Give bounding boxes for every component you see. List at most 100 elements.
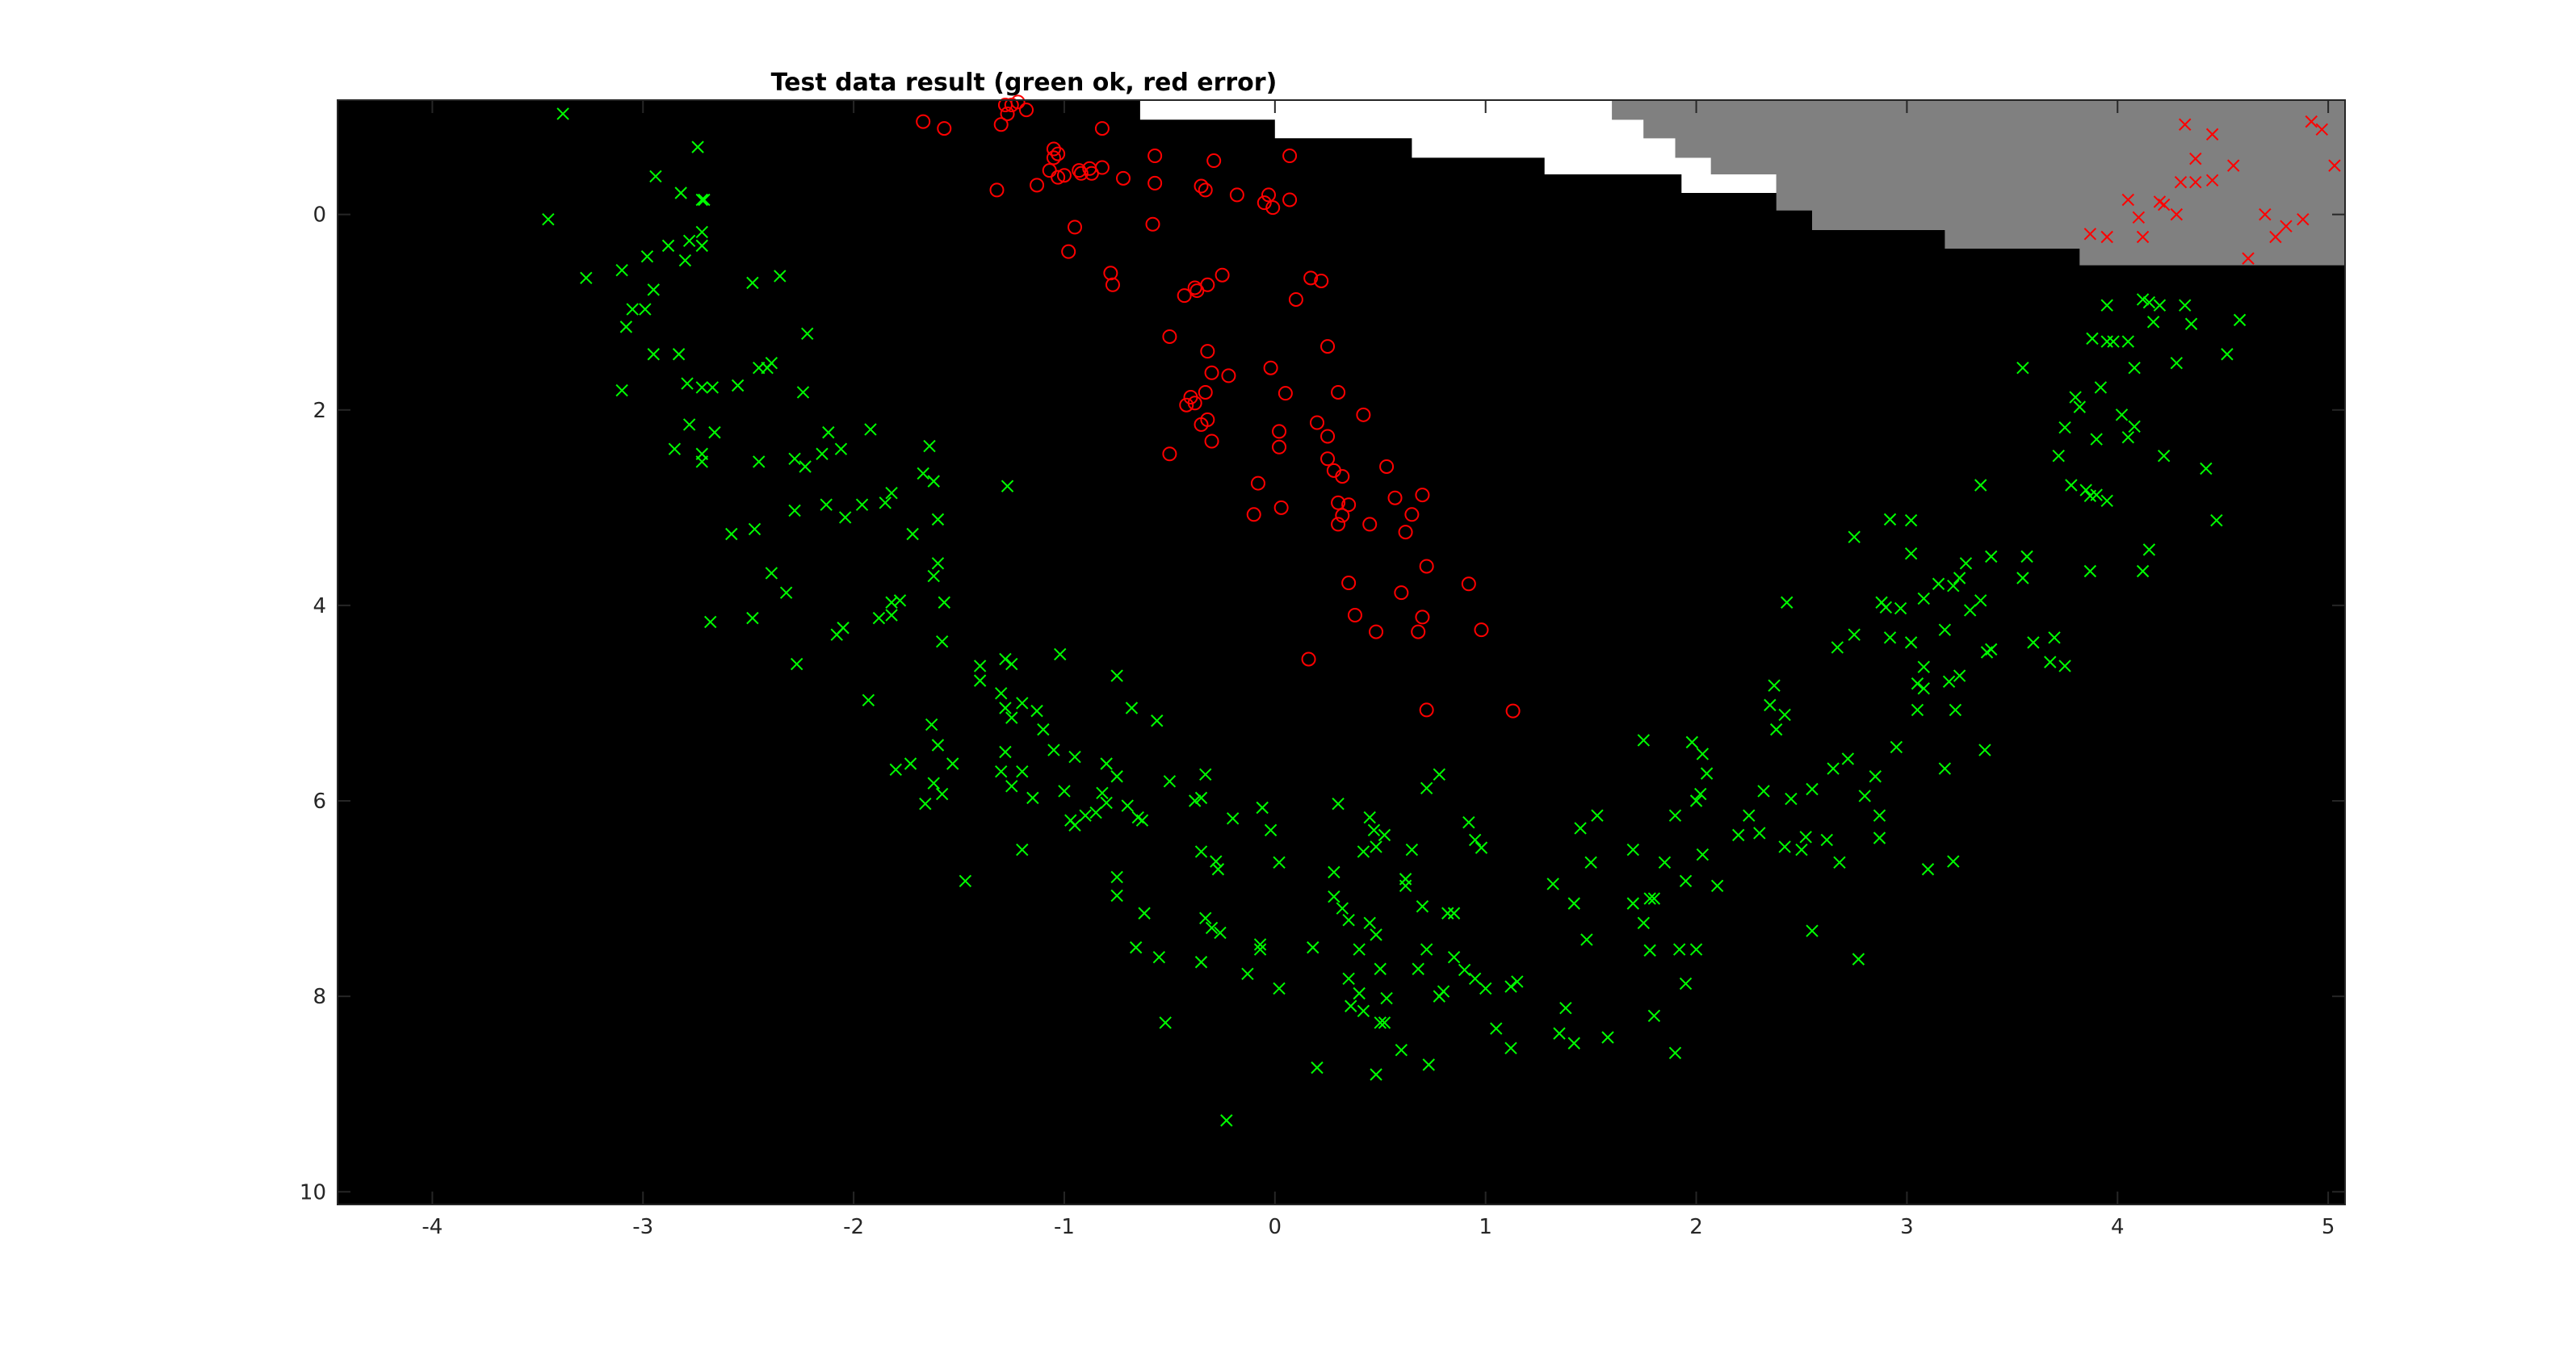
ok-point bbox=[1468, 833, 1482, 847]
error-point bbox=[2179, 118, 2192, 131]
ok-point bbox=[668, 442, 682, 455]
ok-point bbox=[885, 486, 898, 500]
ok-point bbox=[1753, 827, 1766, 840]
ok-point bbox=[1921, 863, 1935, 876]
ok-point bbox=[1827, 762, 1840, 775]
ok-point bbox=[1949, 703, 1962, 717]
x-tick-label: 5 bbox=[2322, 1215, 2335, 1239]
ok-point bbox=[904, 757, 917, 770]
ok-point bbox=[1395, 1044, 1408, 1057]
ok-point bbox=[2142, 295, 2156, 309]
error-point bbox=[1415, 488, 1430, 503]
ok-point bbox=[917, 467, 929, 480]
error-point bbox=[1411, 624, 1426, 639]
error-point bbox=[1073, 165, 1089, 181]
ok-point bbox=[1978, 744, 1991, 756]
ok-point bbox=[708, 425, 721, 439]
ok-point bbox=[2136, 564, 2150, 578]
ok-point bbox=[1447, 951, 1461, 964]
ok-point bbox=[1110, 889, 1123, 903]
error-point bbox=[1177, 288, 1192, 304]
ok-point bbox=[674, 186, 687, 199]
ok-point bbox=[2142, 543, 2156, 556]
ok-point bbox=[2048, 631, 2061, 644]
ok-point bbox=[1214, 926, 1227, 940]
ok-point bbox=[1591, 809, 1604, 822]
ok-point bbox=[1210, 855, 1223, 868]
ok-point bbox=[801, 327, 814, 341]
ok-point bbox=[661, 239, 675, 253]
ok-point bbox=[1420, 943, 1433, 956]
ok-point bbox=[1679, 977, 1693, 991]
axes-box bbox=[337, 99, 2346, 1205]
error-point bbox=[1204, 434, 1219, 449]
ok-point bbox=[1342, 914, 1355, 927]
ok-point bbox=[838, 511, 852, 524]
ok-point bbox=[1016, 843, 1029, 857]
ok-point bbox=[1001, 480, 1014, 492]
ok-point bbox=[1110, 870, 1123, 884]
ok-point bbox=[1647, 1009, 1661, 1023]
error-point bbox=[1000, 106, 1015, 121]
ok-point bbox=[682, 234, 696, 248]
ok-point bbox=[1370, 840, 1382, 853]
ok-point bbox=[2100, 335, 2113, 348]
error-point bbox=[2305, 115, 2318, 128]
error-point bbox=[916, 114, 931, 129]
ok-point bbox=[1883, 631, 1897, 644]
error-point bbox=[1273, 500, 1289, 515]
error-point bbox=[1394, 585, 1409, 601]
ok-point bbox=[765, 567, 778, 580]
ok-point bbox=[1732, 828, 1745, 842]
ok-point bbox=[1458, 963, 1471, 977]
error-point bbox=[1179, 397, 1194, 413]
ok-point bbox=[2184, 317, 2198, 330]
ok-point bbox=[1089, 806, 1102, 819]
error-point bbox=[1314, 273, 1329, 288]
ok-point bbox=[1647, 892, 1661, 905]
ok-point bbox=[1264, 823, 1278, 837]
ok-point bbox=[1947, 855, 1960, 868]
error-point bbox=[2170, 207, 2184, 221]
ok-point bbox=[615, 383, 628, 397]
ok-point bbox=[1475, 841, 1488, 854]
error-point bbox=[1263, 360, 1278, 375]
error-point bbox=[1046, 141, 1061, 157]
plot-background bbox=[338, 100, 2345, 1204]
error-point bbox=[2083, 228, 2097, 241]
ok-point bbox=[1890, 740, 1903, 754]
ok-point bbox=[919, 797, 932, 811]
error-point bbox=[1198, 182, 1213, 198]
ok-point bbox=[2020, 550, 2033, 563]
ok-point bbox=[1626, 843, 1639, 857]
error-point bbox=[1301, 651, 1316, 667]
ok-point bbox=[649, 170, 662, 183]
ok-point bbox=[1932, 577, 1945, 590]
ok-point bbox=[1953, 669, 1966, 682]
ok-point bbox=[872, 611, 886, 625]
ok-point bbox=[999, 702, 1012, 714]
ok-point bbox=[1422, 1058, 1435, 1071]
ok-point bbox=[1307, 941, 1319, 954]
ok-point bbox=[695, 381, 708, 394]
ok-point bbox=[2073, 400, 2087, 413]
ok-point bbox=[959, 874, 972, 887]
ok-point bbox=[879, 496, 892, 509]
ok-point bbox=[1904, 636, 1918, 649]
ok-point bbox=[1696, 748, 1710, 760]
ok-point bbox=[1504, 1041, 1517, 1055]
ok-point bbox=[923, 439, 936, 453]
ok-point bbox=[1068, 750, 1081, 764]
error-point bbox=[1282, 192, 1298, 207]
ok-point bbox=[1904, 513, 1918, 527]
ok-point bbox=[619, 320, 633, 333]
ok-point bbox=[748, 522, 761, 536]
ok-point bbox=[1226, 812, 1240, 825]
ok-point bbox=[1953, 572, 1966, 584]
ok-point bbox=[799, 460, 812, 473]
error-point bbox=[1094, 160, 1110, 175]
y-tick-label: 6 bbox=[313, 790, 326, 814]
ok-point bbox=[2090, 488, 2103, 501]
